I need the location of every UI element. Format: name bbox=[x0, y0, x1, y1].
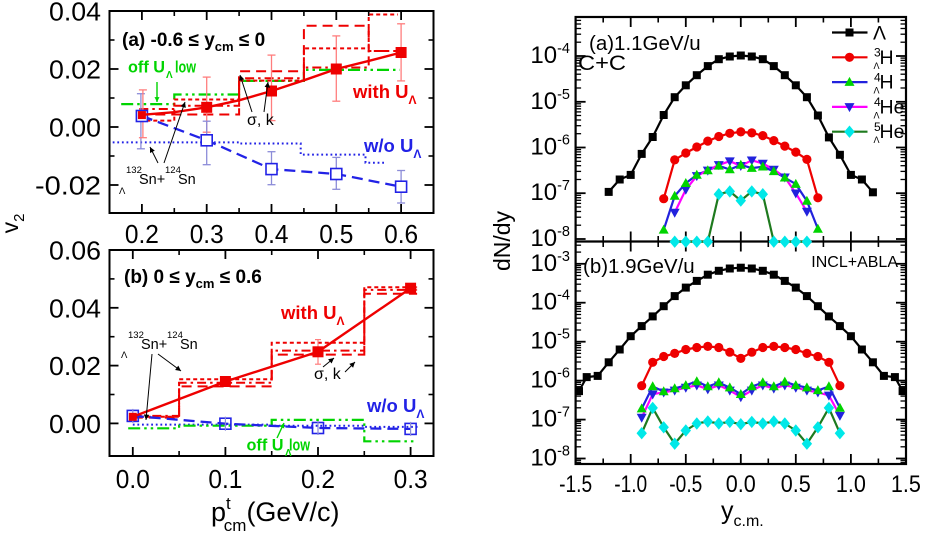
svg-text:0.04: 0.04 bbox=[49, 293, 101, 323]
svg-text:(a)1.1GeV/u: (a)1.1GeV/u bbox=[589, 32, 701, 55]
svg-text:124: 124 bbox=[167, 330, 183, 341]
svg-text:H: H bbox=[880, 47, 894, 69]
svg-text:0.3: 0.3 bbox=[190, 219, 224, 249]
svg-text:10-7: 10-7 bbox=[530, 178, 570, 206]
svg-text:Λ: Λ bbox=[874, 110, 880, 120]
svg-text:Sn+: Sn+ bbox=[139, 172, 165, 188]
svg-text:Λ: Λ bbox=[874, 86, 880, 96]
svg-text:Λ: Λ bbox=[119, 186, 126, 197]
svg-text:He: He bbox=[880, 121, 905, 143]
svg-text:Λ: Λ bbox=[874, 61, 880, 71]
svg-text:0.00: 0.00 bbox=[49, 409, 101, 439]
svg-text:0.4: 0.4 bbox=[255, 219, 289, 249]
svg-text:0.3: 0.3 bbox=[394, 464, 428, 494]
svg-text:4: 4 bbox=[874, 70, 881, 84]
svg-text:He: He bbox=[880, 96, 905, 118]
svg-text:0.1: 0.1 bbox=[208, 464, 242, 494]
svg-text:4: 4 bbox=[874, 95, 881, 109]
svg-text:124: 124 bbox=[165, 165, 181, 176]
svg-text:-0.02: -0.02 bbox=[35, 171, 101, 201]
svg-text:(b) 0 ≤ ycm ≤ 0.6: (b) 0 ≤ ycm ≤ 0.6 bbox=[124, 267, 262, 291]
svg-text:low: low bbox=[175, 59, 196, 77]
svg-text:σ, k: σ, k bbox=[247, 112, 275, 129]
svg-text:10-4: 10-4 bbox=[530, 41, 570, 69]
svg-text:-1.0: -1.0 bbox=[614, 471, 647, 498]
svg-text:Sn+: Sn+ bbox=[141, 337, 167, 353]
svg-text:0.00: 0.00 bbox=[49, 113, 101, 143]
svg-text:(a) -0.6 ≤ ycm ≤ 0: (a) -0.6 ≤ ycm ≤ 0 bbox=[122, 30, 265, 54]
svg-text:3: 3 bbox=[874, 46, 881, 60]
svg-text:132: 132 bbox=[128, 330, 144, 341]
svg-text:C+C: C+C bbox=[578, 52, 626, 75]
svg-text:Λ: Λ bbox=[285, 448, 292, 459]
svg-text:0.5: 0.5 bbox=[319, 219, 353, 249]
svg-text:Λ: Λ bbox=[873, 23, 886, 45]
svg-text:INCL+ABLA: INCL+ABLA bbox=[811, 254, 898, 271]
svg-text:Sn: Sn bbox=[178, 172, 196, 188]
svg-text:off U: off U bbox=[247, 437, 284, 455]
svg-text:(b)1.9GeV/u: (b)1.9GeV/u bbox=[583, 255, 695, 278]
svg-text:σ, k: σ, k bbox=[314, 366, 342, 383]
svg-text:0.0: 0.0 bbox=[726, 471, 756, 498]
svg-text:1.5: 1.5 bbox=[891, 471, 921, 498]
svg-text:0.02: 0.02 bbox=[49, 55, 101, 85]
svg-text:Λ: Λ bbox=[874, 135, 880, 145]
svg-text:0.2: 0.2 bbox=[301, 464, 335, 494]
svg-text:-0.5: -0.5 bbox=[669, 471, 702, 498]
svg-text:off U: off U bbox=[128, 59, 165, 77]
svg-text:-1.5: -1.5 bbox=[559, 471, 592, 498]
svg-text:132: 132 bbox=[126, 165, 142, 176]
svg-text:0.04: 0.04 bbox=[49, 0, 101, 27]
svg-text:0.2: 0.2 bbox=[125, 219, 159, 249]
svg-text:0.02: 0.02 bbox=[49, 351, 101, 381]
svg-text:5: 5 bbox=[874, 120, 881, 134]
svg-text:Λ: Λ bbox=[166, 70, 173, 81]
svg-text:Λ: Λ bbox=[121, 350, 128, 361]
svg-text:0.5: 0.5 bbox=[781, 471, 811, 498]
svg-text:dN/dy: dN/dy bbox=[489, 210, 515, 271]
svg-text:H: H bbox=[880, 72, 894, 94]
svg-text:0.0: 0.0 bbox=[116, 464, 150, 494]
svg-text:0.06: 0.06 bbox=[49, 236, 101, 266]
svg-text:0.6: 0.6 bbox=[384, 219, 418, 249]
svg-text:Sn: Sn bbox=[180, 337, 198, 353]
svg-text:1.0: 1.0 bbox=[836, 471, 866, 498]
svg-text:low: low bbox=[289, 437, 310, 455]
